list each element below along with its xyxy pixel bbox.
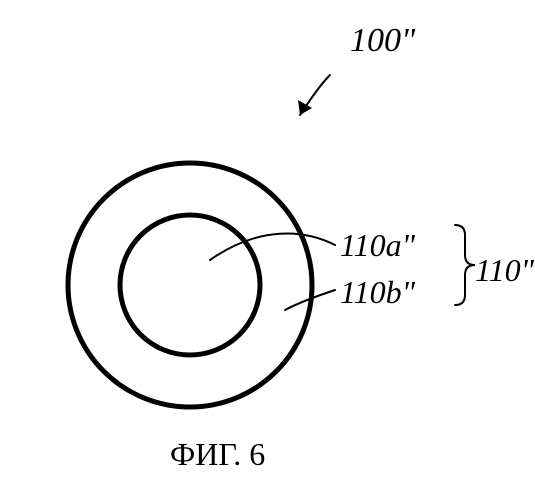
figure-caption: ФИГ. 6 [170, 438, 265, 470]
figure-svg [0, 0, 535, 500]
label-outer-part: 110b" [340, 276, 415, 308]
figure-stage: 100" 110a" 110b" 110" ФИГ. 6 [0, 0, 535, 500]
label-assembly: 100" [350, 24, 415, 58]
label-group: 110" [475, 254, 534, 286]
label-inner-part: 110a" [340, 229, 415, 261]
